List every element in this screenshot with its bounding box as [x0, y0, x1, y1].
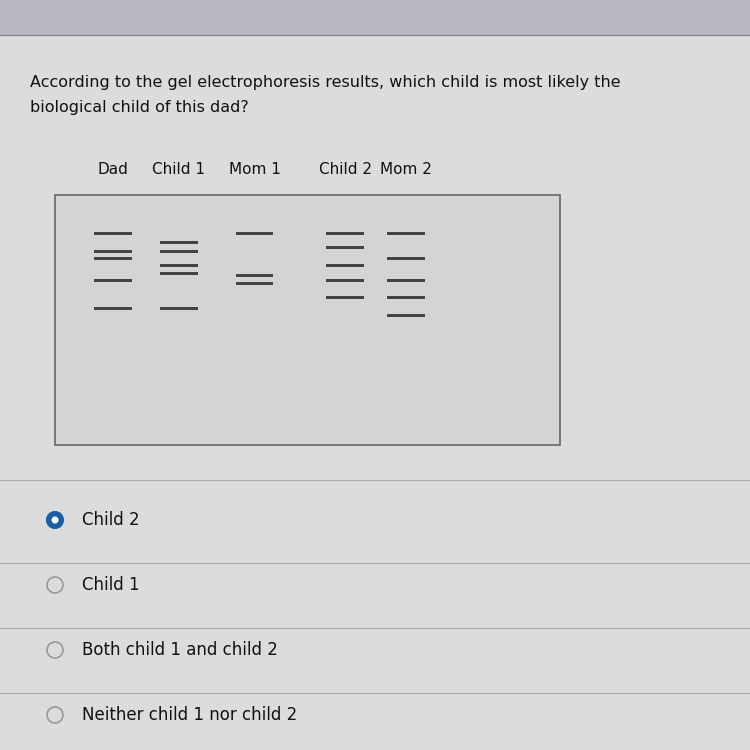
Bar [94, 278, 132, 281]
Bar [387, 314, 425, 316]
Bar [387, 278, 425, 281]
Text: Child 1: Child 1 [82, 576, 140, 594]
Text: Neither child 1 nor child 2: Neither child 1 nor child 2 [82, 706, 297, 724]
Text: Child 1: Child 1 [152, 162, 206, 177]
Text: biological child of this dad?: biological child of this dad? [30, 100, 249, 115]
Bar [236, 274, 274, 277]
Bar [55, 195, 560, 445]
Bar [0, 0, 750, 35]
Bar [94, 257, 132, 260]
Circle shape [47, 512, 63, 528]
Bar [94, 232, 132, 236]
Text: According to the gel electrophoresis results, which child is most likely the: According to the gel electrophoresis res… [30, 75, 621, 90]
Circle shape [52, 517, 58, 524]
Bar [94, 250, 132, 253]
Text: Both child 1 and child 2: Both child 1 and child 2 [82, 641, 278, 659]
Text: Mom 1: Mom 1 [229, 162, 280, 177]
Bar [326, 278, 364, 281]
Text: Dad: Dad [98, 162, 128, 177]
Bar [387, 257, 425, 260]
Bar [94, 308, 132, 310]
Bar [160, 250, 198, 253]
Bar [160, 308, 198, 310]
Text: Mom 2: Mom 2 [380, 162, 432, 177]
Bar [387, 232, 425, 236]
Bar [326, 263, 364, 266]
Bar [387, 296, 425, 299]
Bar [326, 296, 364, 299]
Circle shape [47, 642, 63, 658]
Text: Child 2: Child 2 [82, 511, 140, 529]
Circle shape [47, 577, 63, 593]
Bar [160, 263, 198, 266]
Bar [160, 272, 198, 275]
Bar [160, 241, 198, 244]
Circle shape [47, 707, 63, 723]
Bar [326, 246, 364, 249]
Bar [326, 232, 364, 236]
Bar [236, 282, 274, 285]
Text: Child 2: Child 2 [319, 162, 372, 177]
Bar [236, 232, 274, 236]
